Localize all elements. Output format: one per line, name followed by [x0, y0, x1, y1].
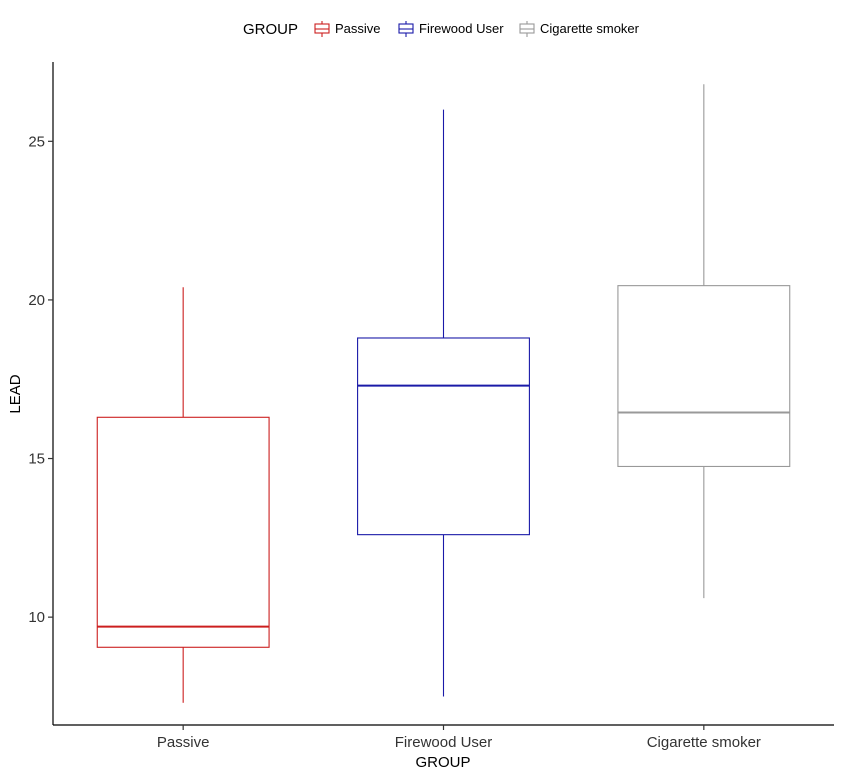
legend-item: Passive — [313, 20, 381, 38]
y-axis-ticks: 10 15 20 25 — [28, 133, 53, 626]
box-cigarette-smoker — [617, 84, 791, 599]
legend-title: GROUP — [243, 21, 298, 38]
x-axis-title: GROUP — [415, 754, 470, 771]
legend-key-icon — [518, 20, 536, 38]
y-tick-label: 10 — [28, 609, 45, 626]
x-tick-label: Cigarette smoker — [647, 734, 761, 751]
y-tick-label: 15 — [28, 451, 45, 468]
legend-key-icon — [313, 20, 331, 38]
x-axis-ticks: Passive Firewood User Cigarette smoker — [157, 725, 761, 751]
box-iqr — [357, 337, 530, 536]
legend-key-icon — [397, 20, 415, 38]
x-tick-label: Firewood User — [395, 734, 493, 751]
legend-label: Passive — [335, 21, 381, 36]
y-axis-title: LEAD — [7, 374, 24, 413]
legend-label: Cigarette smoker — [540, 21, 640, 36]
legend-item: Firewood User — [397, 20, 504, 38]
box-passive — [96, 287, 270, 703]
box-iqr — [617, 285, 791, 468]
legend: GROUP Passive Firewood User Cigarette smok… — [243, 20, 640, 38]
box-firewood-user — [357, 109, 530, 697]
box-iqr — [96, 416, 270, 648]
y-tick-label: 25 — [28, 133, 45, 150]
legend-label: Firewood User — [419, 21, 504, 36]
x-tick-label: Passive — [157, 734, 210, 751]
y-tick-label: 20 — [28, 292, 45, 309]
legend-item: Cigarette smoker — [518, 20, 640, 38]
plot-area — [96, 84, 791, 703]
